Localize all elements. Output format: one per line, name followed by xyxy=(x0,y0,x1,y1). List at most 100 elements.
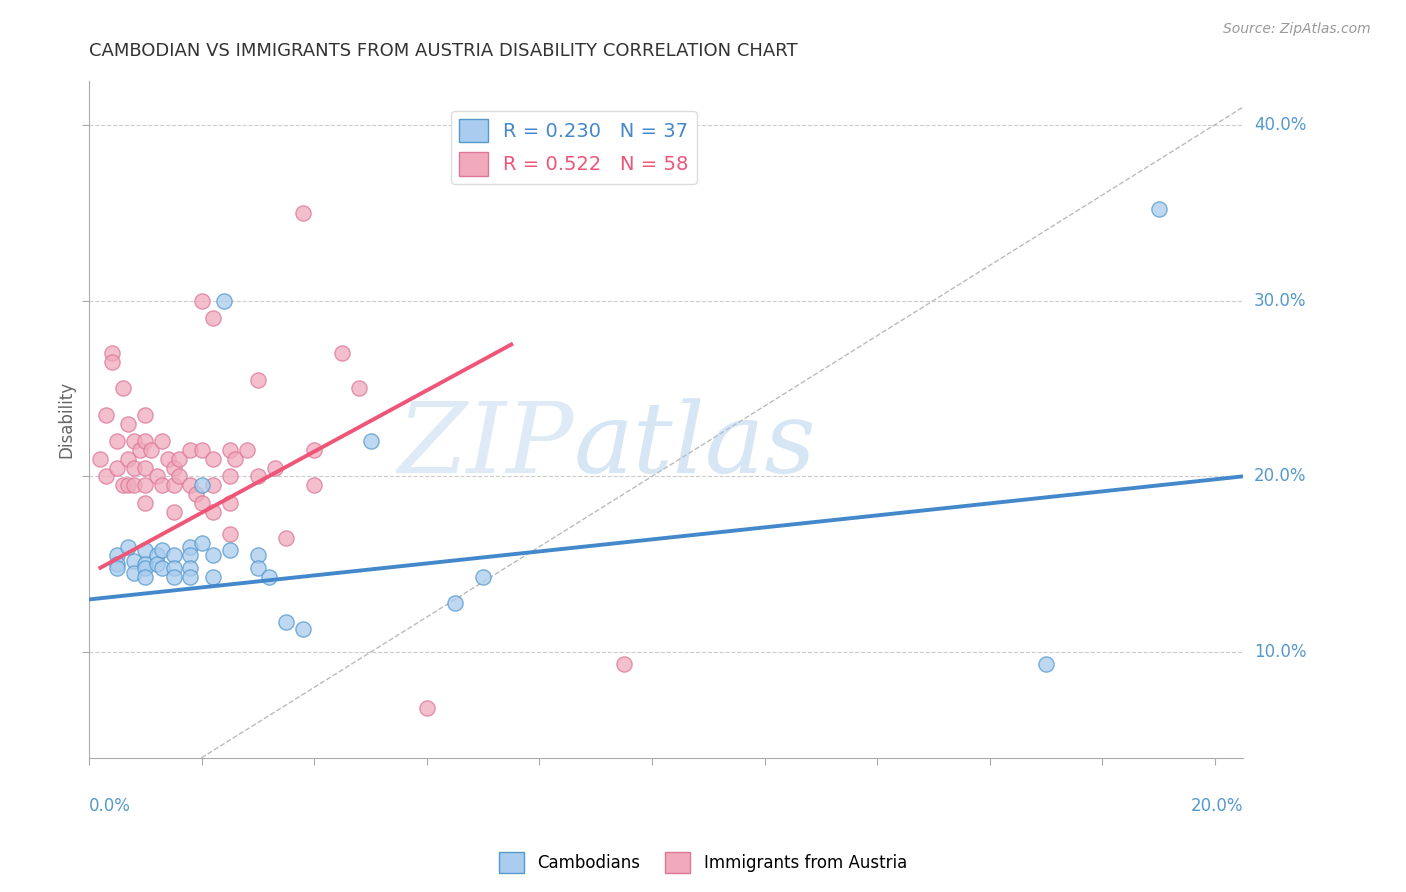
Point xyxy=(190,496,212,510)
Text: 10.0%: 10.0% xyxy=(1254,643,1306,661)
Point xyxy=(134,460,156,475)
Point xyxy=(179,442,201,457)
Point xyxy=(292,623,315,637)
Point xyxy=(128,442,150,457)
Point xyxy=(111,478,134,492)
Point xyxy=(179,540,201,554)
Point xyxy=(162,549,184,563)
Point xyxy=(218,543,240,558)
Point xyxy=(184,487,207,501)
Point xyxy=(105,549,128,563)
Point xyxy=(179,478,201,492)
Text: CAMBODIAN VS IMMIGRANTS FROM AUSTRIA DISABILITY CORRELATION CHART: CAMBODIAN VS IMMIGRANTS FROM AUSTRIA DIS… xyxy=(89,42,797,60)
Point xyxy=(190,293,212,308)
Point xyxy=(167,469,190,483)
Point xyxy=(145,469,167,483)
Point xyxy=(201,478,224,492)
Point xyxy=(246,549,269,563)
Point xyxy=(100,346,122,360)
Point xyxy=(444,596,467,610)
Point xyxy=(117,417,139,431)
Text: 0.0%: 0.0% xyxy=(89,797,131,814)
Y-axis label: Disability: Disability xyxy=(58,381,75,458)
Point xyxy=(218,469,240,483)
Point xyxy=(1035,657,1057,672)
Point xyxy=(105,434,128,449)
Point xyxy=(145,549,167,563)
Point xyxy=(235,442,257,457)
Point xyxy=(122,460,145,475)
Point xyxy=(156,451,179,466)
Point xyxy=(257,569,280,583)
Point xyxy=(150,434,173,449)
Point xyxy=(179,569,201,583)
Point xyxy=(246,373,269,387)
Point xyxy=(201,549,224,563)
Point xyxy=(201,504,224,518)
Point xyxy=(201,451,224,466)
Point xyxy=(134,561,156,575)
Point xyxy=(212,293,235,308)
Point xyxy=(218,527,240,541)
Point xyxy=(162,561,184,575)
Point xyxy=(150,561,173,575)
Point xyxy=(1147,202,1170,216)
Point xyxy=(111,381,134,395)
Point xyxy=(105,561,128,575)
Point xyxy=(349,381,371,395)
Point xyxy=(134,434,156,449)
Point xyxy=(122,478,145,492)
Legend: R = 0.230   N = 37, R = 0.522   N = 58: R = 0.230 N = 37, R = 0.522 N = 58 xyxy=(451,111,696,184)
Point xyxy=(122,554,145,568)
Text: 40.0%: 40.0% xyxy=(1254,116,1306,134)
Point xyxy=(360,434,382,449)
Point xyxy=(162,460,184,475)
Point xyxy=(167,451,190,466)
Point xyxy=(304,442,326,457)
Point xyxy=(117,540,139,554)
Point xyxy=(190,442,212,457)
Text: Source: ZipAtlas.com: Source: ZipAtlas.com xyxy=(1223,22,1371,37)
Legend: Cambodians, Immigrants from Austria: Cambodians, Immigrants from Austria xyxy=(492,846,914,880)
Point xyxy=(292,205,315,219)
Point xyxy=(134,558,156,572)
Point xyxy=(224,451,246,466)
Point xyxy=(117,478,139,492)
Point xyxy=(613,657,636,672)
Point xyxy=(122,434,145,449)
Point xyxy=(134,496,156,510)
Point xyxy=(246,561,269,575)
Text: 20.0%: 20.0% xyxy=(1254,467,1306,485)
Text: atlas: atlas xyxy=(574,399,817,494)
Point xyxy=(218,442,240,457)
Point xyxy=(139,442,162,457)
Point xyxy=(332,346,354,360)
Point xyxy=(162,569,184,583)
Point xyxy=(179,549,201,563)
Point xyxy=(134,478,156,492)
Point xyxy=(89,451,111,466)
Point xyxy=(145,558,167,572)
Point xyxy=(246,469,269,483)
Point xyxy=(201,311,224,326)
Point xyxy=(179,561,201,575)
Point xyxy=(117,451,139,466)
Point xyxy=(105,558,128,572)
Point xyxy=(162,478,184,492)
Point xyxy=(105,460,128,475)
Point xyxy=(416,701,439,715)
Point xyxy=(218,496,240,510)
Point xyxy=(100,355,122,369)
Point xyxy=(122,566,145,580)
Point xyxy=(201,569,224,583)
Point xyxy=(190,536,212,550)
Point xyxy=(274,531,297,545)
Point xyxy=(94,469,117,483)
Point xyxy=(190,478,212,492)
Point xyxy=(304,478,326,492)
Point xyxy=(134,569,156,583)
Point xyxy=(134,408,156,422)
Text: 30.0%: 30.0% xyxy=(1254,292,1306,310)
Point xyxy=(274,615,297,630)
Point xyxy=(94,408,117,422)
